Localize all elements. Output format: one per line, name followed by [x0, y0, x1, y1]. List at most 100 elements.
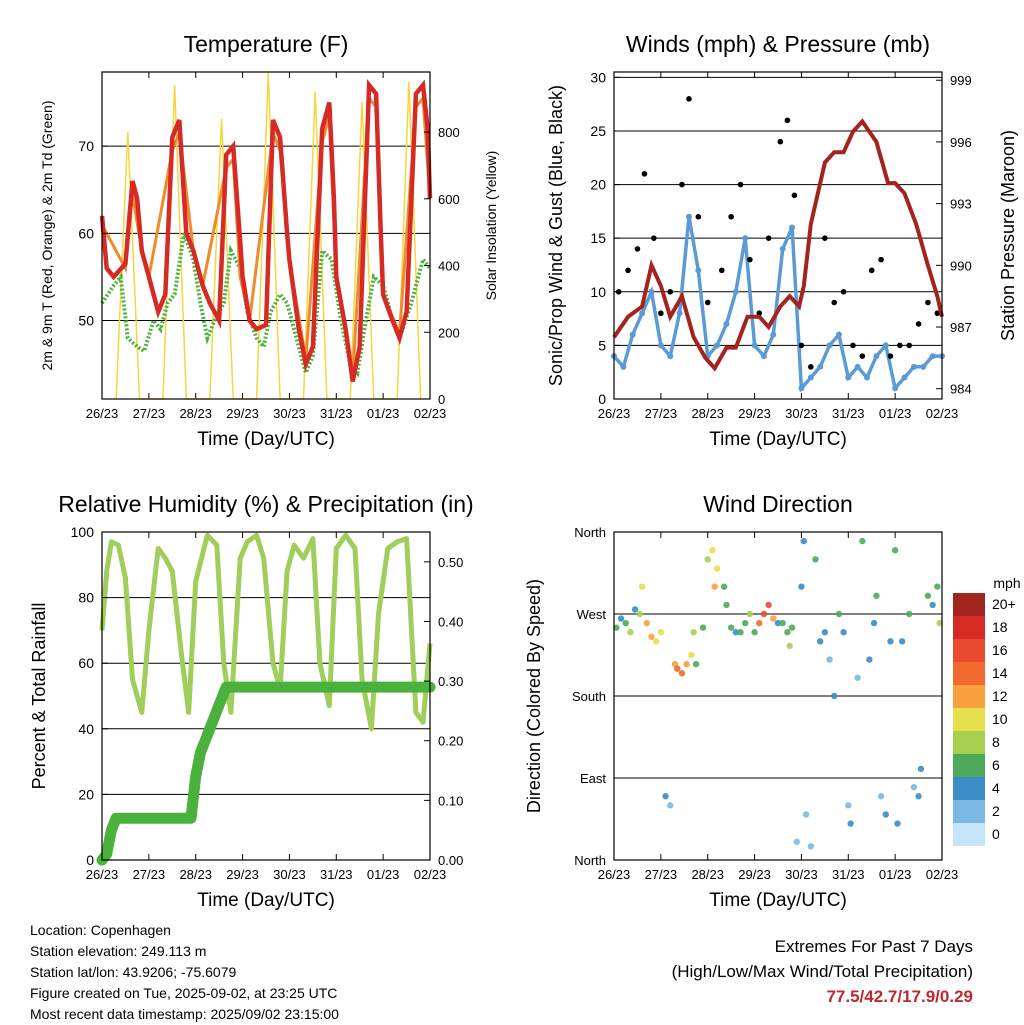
- direction-point: [692, 660, 700, 668]
- direction-point: [831, 692, 838, 700]
- x-tick-label: 01/23: [367, 406, 400, 421]
- direction-point: [774, 619, 782, 627]
- wind-point: [901, 374, 908, 381]
- gust-point: [934, 310, 941, 317]
- plot-border: [101, 71, 431, 400]
- direction-point: [688, 651, 695, 659]
- x-tick-label: 30/23: [785, 867, 818, 882]
- wind-point: [779, 245, 786, 252]
- gust-point: [897, 342, 903, 349]
- gust-point: [822, 235, 828, 241]
- colorbar-swatch: [953, 662, 985, 685]
- direction-point: [636, 610, 643, 618]
- wind-point: [920, 363, 927, 370]
- y2-tick-label: 400: [438, 259, 460, 274]
- gust-point: [737, 181, 744, 188]
- colorbar-label: 8: [992, 734, 1000, 750]
- y-axis-label: Direction (Colored By Speed): [524, 579, 544, 813]
- panel-1: Winds (mph) & Pressure (mb) 26/23 27/23 28/…: [546, 31, 1018, 450]
- x-tick-label: 27/23: [645, 867, 678, 882]
- y-tick-label: 70: [78, 138, 94, 154]
- direction-point: [713, 565, 721, 572]
- colorbar-label: 0: [992, 826, 1000, 842]
- series-relative-humidity: [99, 532, 433, 732]
- x-tick-label: 27/23: [645, 406, 678, 421]
- wind-point: [714, 342, 721, 349]
- direction-point: [678, 670, 686, 677]
- wind-point: [770, 331, 777, 338]
- y-axis-label: Sonic/Prop Wind & Gust (Blue, Black): [546, 85, 566, 386]
- y2-tick-label: 0.00: [438, 853, 463, 868]
- gust-point: [765, 235, 772, 241]
- direction-point: [802, 811, 810, 818]
- wind-point: [742, 235, 749, 242]
- figure-created: Figure created on Tue, 2025-09-02, at 23…: [30, 985, 338, 1001]
- direction-point: [800, 537, 807, 545]
- colorbar-label: 18: [992, 619, 1008, 635]
- colorbar-label: 4: [992, 780, 1000, 796]
- x-tick-label: 26/23: [86, 867, 119, 882]
- x-tick-label: 31/23: [832, 406, 865, 421]
- panel-title: Relative Humidity (%) & Precipitation (i…: [58, 491, 473, 517]
- direction-point: [854, 674, 861, 681]
- gust-point: [747, 256, 753, 263]
- y2-tick-label: 990: [950, 258, 972, 273]
- direction-point: [638, 583, 646, 590]
- x-axis-label: Time (Day/UTC): [709, 429, 847, 450]
- extremes-box: Extremes For Past 7 Days (High/Low/Max W…: [672, 934, 973, 1009]
- wind-point: [723, 320, 730, 327]
- gust-point: [915, 321, 922, 327]
- direction-point: [617, 615, 625, 622]
- colorbar-title: mph: [993, 575, 1020, 591]
- gust-point: [808, 364, 814, 370]
- direction-point: [751, 629, 758, 636]
- direction-point: [870, 619, 878, 627]
- y-tick-label: West: [577, 607, 607, 622]
- plot-border: [613, 71, 943, 400]
- wind-point: [807, 374, 814, 381]
- direction-point: [845, 802, 852, 809]
- colorbar-label: 6: [992, 757, 1000, 773]
- direction-point: [737, 629, 744, 636]
- x-tick-label: 29/23: [738, 867, 771, 882]
- x-tick-label: 27/23: [133, 406, 166, 421]
- y2-tick-label: 0.30: [438, 674, 463, 689]
- y2-tick-label: 0.50: [438, 555, 463, 570]
- wind-point: [817, 363, 824, 370]
- y2-tick-label: 0.20: [438, 734, 463, 749]
- series-2m-dewpoint: [100, 232, 432, 380]
- wind-point: [676, 310, 683, 317]
- panel-title: Winds (mph) & Pressure (mb): [626, 31, 930, 57]
- wind-point: [685, 213, 692, 220]
- direction-point: [765, 601, 772, 609]
- direction-point: [934, 583, 941, 590]
- direction-point: [683, 660, 690, 668]
- y2-axis-label: Station Pressure (Maroon): [998, 130, 1018, 341]
- direction-point: [667, 802, 674, 809]
- direction-point: [891, 547, 899, 554]
- direction-point: [756, 619, 763, 627]
- direction-point: [898, 638, 906, 645]
- gust-point: [906, 342, 912, 349]
- direction-point: [770, 615, 777, 622]
- plot-border: [101, 531, 431, 861]
- y2-tick-label: 999: [950, 73, 972, 88]
- y2-tick-label: 800: [438, 125, 460, 140]
- direction-point: [643, 619, 650, 627]
- direction-point: [622, 619, 629, 627]
- direction-point: [727, 624, 735, 631]
- wind-point: [864, 374, 871, 381]
- x-axis-label: Time (Day/UTC): [197, 890, 335, 911]
- direction-point: [873, 592, 880, 599]
- y-tick-label: 20: [78, 786, 94, 802]
- y-tick-label: 0: [86, 852, 94, 868]
- direction-point: [704, 556, 711, 563]
- x-tick-label: 26/23: [598, 406, 631, 421]
- y-tick-label: 0: [598, 391, 606, 407]
- gust-point: [686, 96, 692, 102]
- colorbar-label: 14: [992, 665, 1008, 681]
- extremes-title: Extremes For Past 7 Days: [774, 937, 973, 956]
- series-pressure: [612, 118, 944, 372]
- direction-point: [709, 547, 716, 554]
- x-tick-label: 28/23: [691, 867, 724, 882]
